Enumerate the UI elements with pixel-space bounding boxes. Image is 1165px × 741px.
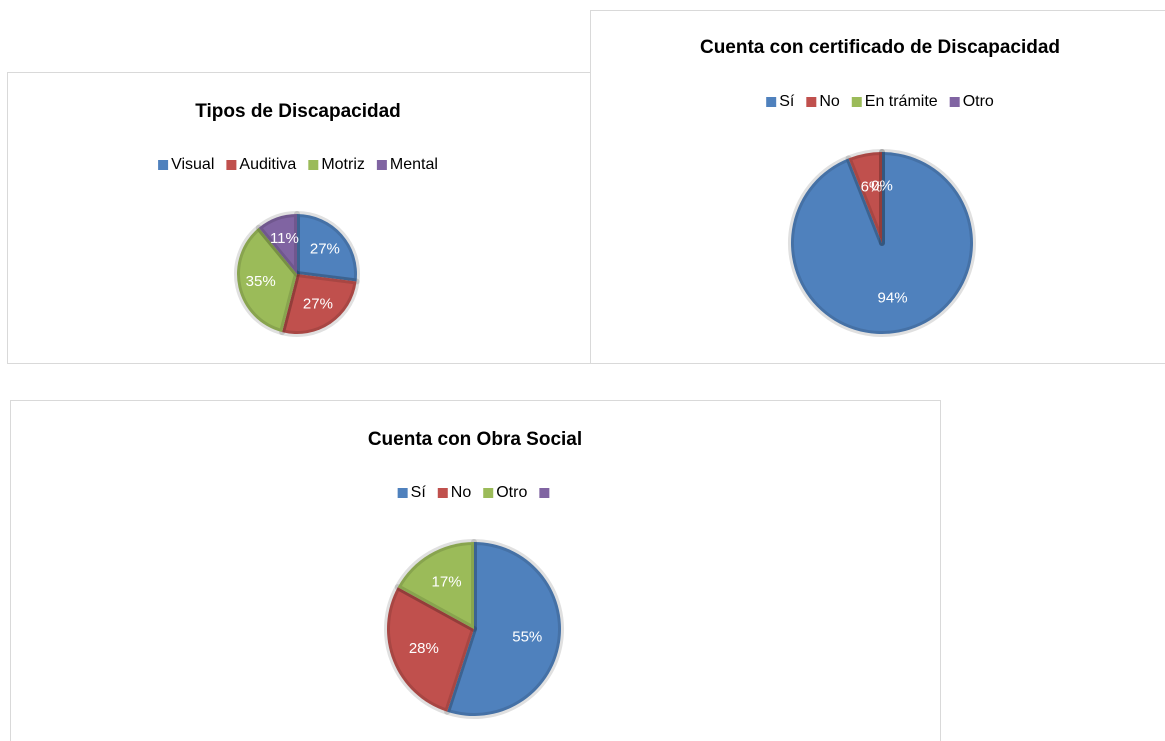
data-label: 27% xyxy=(310,240,340,257)
data-label: 27% xyxy=(303,296,333,313)
legend: Visual Auditiva Motriz Mental xyxy=(158,156,438,173)
legend-swatch xyxy=(949,97,960,107)
data-label: 17% xyxy=(432,574,462,591)
chart-title: Cuenta con certificado de Discapacidad xyxy=(700,37,1060,58)
legend-swatch xyxy=(376,160,387,170)
data-label: 0% xyxy=(871,178,893,195)
legend-label: Auditiva xyxy=(239,156,296,173)
legend-swatch xyxy=(851,97,862,107)
legend-swatch xyxy=(397,488,408,498)
legend-label: Mental xyxy=(390,156,438,173)
data-label: 6% xyxy=(861,179,883,196)
data-label: 55% xyxy=(512,628,542,645)
pie-slice xyxy=(788,149,976,337)
legend-label: Motriz xyxy=(321,156,365,173)
legend-swatch xyxy=(308,160,319,170)
legend-label: Otro xyxy=(963,93,994,110)
pie-slice xyxy=(444,539,564,719)
pie-slice xyxy=(384,584,477,715)
chart-title: Tipos de Discapacidad xyxy=(195,101,401,122)
legend-swatch xyxy=(806,97,817,107)
data-label: 94% xyxy=(878,289,908,306)
pie-slice xyxy=(279,271,360,337)
legend-label: Sí xyxy=(779,93,795,110)
legend-swatch xyxy=(539,488,550,498)
data-label: 11% xyxy=(270,230,299,247)
legend-label: En trámite xyxy=(865,93,938,110)
legend-swatch xyxy=(226,160,237,170)
legend-label: No xyxy=(819,93,840,110)
legend-label: Otro xyxy=(496,484,527,501)
data-label: 35% xyxy=(246,273,276,290)
pie-slice xyxy=(255,211,300,277)
chart-title: Cuenta con Obra Social xyxy=(368,429,582,450)
pie-slice xyxy=(294,211,360,285)
legend-swatch xyxy=(766,97,777,107)
legend-swatch xyxy=(437,488,448,498)
legend: Sí No Otro xyxy=(397,484,550,501)
legend-swatch xyxy=(158,160,169,170)
legend: Sí No En trámite Otro xyxy=(766,93,994,110)
pie-slice xyxy=(394,539,477,632)
data-label: 28% xyxy=(409,640,439,657)
legend-label: Visual xyxy=(171,156,214,173)
legend-swatch xyxy=(483,488,494,498)
pie-slice xyxy=(845,149,885,246)
pie-slice xyxy=(234,224,300,336)
legend-label: No xyxy=(451,484,472,501)
legend-label: Sí xyxy=(411,484,427,501)
